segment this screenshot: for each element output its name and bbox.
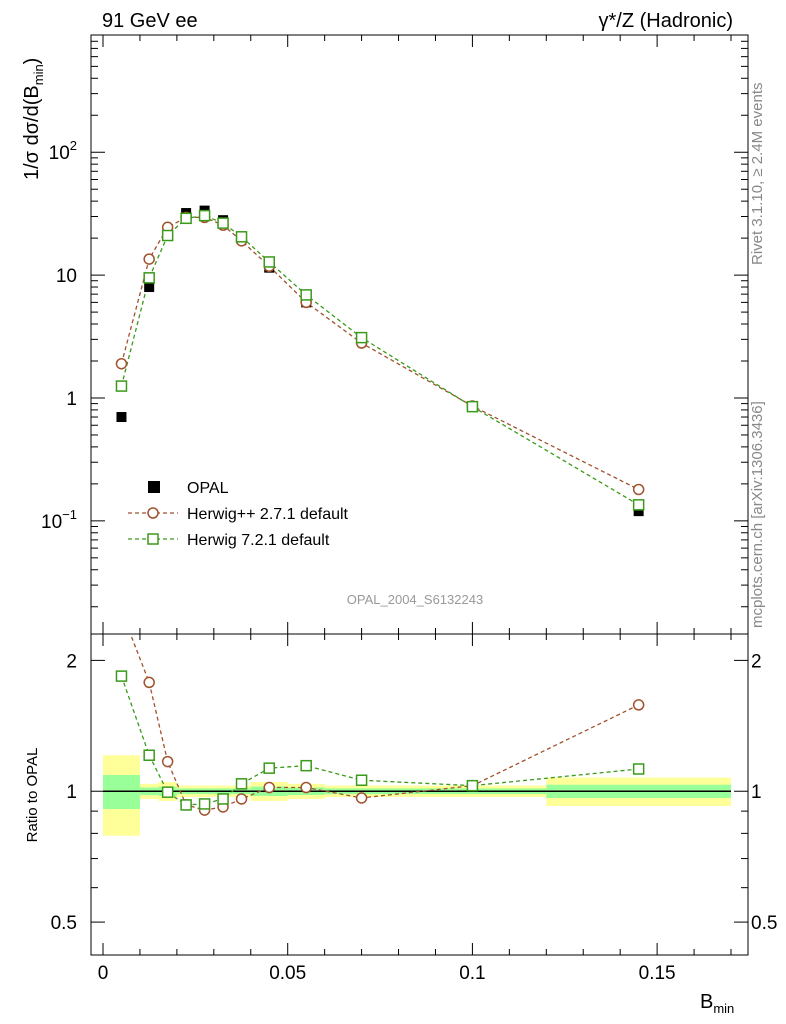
series-point-0 xyxy=(632,483,645,496)
legend-label-0: OPAL xyxy=(187,480,229,497)
data-point xyxy=(633,506,644,517)
x-tick-label: 0.15 xyxy=(639,963,676,984)
y-axis-label-close: ) xyxy=(21,58,43,65)
side-label-top: Rivet 3.1.10, ≥ 2.4M events xyxy=(749,83,766,266)
legend-marker-1 xyxy=(147,507,159,519)
series-point-1 xyxy=(466,400,479,413)
ratio-tick-label-left: 2 xyxy=(66,651,77,672)
x-tick-label: 0.05 xyxy=(269,963,306,984)
y-tick-label-base: 10 xyxy=(41,512,62,533)
title-right: γ*/Z (Hadronic) xyxy=(599,10,733,32)
y-tick-label: 10−1 xyxy=(41,507,77,533)
main-plot-area xyxy=(115,205,645,517)
y-tick-label-base: 10 xyxy=(49,143,70,164)
ratio-point-0 xyxy=(235,793,248,805)
y-axis-label-sub: min xyxy=(31,64,46,85)
ratio-band-inner xyxy=(103,774,140,810)
x-axis-label-main: B xyxy=(700,991,713,1013)
x-tick-label: 0.1 xyxy=(459,963,485,984)
series-point-1 xyxy=(161,229,174,242)
side-label-bottom: mcplots.cern.ch [arXiv:1306.3436] xyxy=(749,401,766,628)
series-point-1 xyxy=(235,231,248,243)
data-point xyxy=(144,282,155,293)
ratio-point-0 xyxy=(632,699,645,711)
ratio-point-0 xyxy=(161,755,174,768)
x-tick-label: 0 xyxy=(98,963,109,984)
series-point-1 xyxy=(180,212,192,225)
ratio-panel: 0 0.05 0.1 0.15 0.5 0.5 1 1 2 2 xyxy=(51,606,777,984)
series-point-1 xyxy=(143,272,155,284)
y-tick-label: 10 xyxy=(56,266,77,287)
ratio-line-0 xyxy=(129,634,639,811)
ratio-tick-label-right: 2 xyxy=(751,651,762,672)
ratio-tick-label-left: 0.5 xyxy=(51,913,77,934)
ratio-point-1 xyxy=(466,779,479,792)
series-line-1 xyxy=(120,214,639,506)
ratio-point-1 xyxy=(180,799,192,811)
ratio-point-1 xyxy=(217,793,229,805)
series-point-1 xyxy=(217,217,229,229)
legend: OPAL Herwig++ 2.7.1 default Herwig 7.2.1 d… xyxy=(128,480,349,549)
ratio-point-0 xyxy=(300,781,312,794)
y-tick-label: 102 xyxy=(49,138,77,164)
ratio-point-0 xyxy=(116,606,126,616)
series-point-1 xyxy=(198,209,211,222)
ratio-axis-label: Ratio to OPAL xyxy=(24,748,41,843)
ratio-point-0 xyxy=(143,676,155,689)
ratio-point-1 xyxy=(235,778,248,790)
ratio-point-1 xyxy=(355,774,368,786)
ratio-point-1 xyxy=(161,786,174,798)
ratio-point-0 xyxy=(355,792,368,804)
series-line-0 xyxy=(120,216,639,491)
ratio-tick-label-right: 0.5 xyxy=(751,913,777,934)
y-tick-label: 1 xyxy=(66,389,77,410)
series-point-1 xyxy=(632,499,645,511)
series-point-1 xyxy=(115,380,128,392)
series-point-1 xyxy=(263,256,275,268)
y-axis-label: 1/σ dσ/d(Bmin) xyxy=(21,58,46,180)
y-axis-label-main: 1/σ dσ/d(B xyxy=(21,85,43,180)
y-tick-label-exp: −1 xyxy=(62,507,77,522)
ratio-point-1 xyxy=(263,762,275,774)
ratio-line-1 xyxy=(120,675,639,806)
y-tick-label-exp: 2 xyxy=(70,138,77,153)
ratio-plot-area xyxy=(115,606,645,816)
title-left: 91 GeV ee xyxy=(102,10,198,32)
ratio-point-1 xyxy=(115,670,128,682)
legend-marker-0 xyxy=(148,481,160,493)
ratio-frame xyxy=(90,633,749,956)
ratio-tick-label-left: 1 xyxy=(66,782,77,803)
ratio-point-1 xyxy=(143,749,155,761)
ratio-point-1 xyxy=(300,759,312,772)
y-tick-label-base: 10 xyxy=(56,266,77,287)
legend-label-1: Herwig++ 2.7.1 default xyxy=(187,506,349,523)
ratio-point-0 xyxy=(263,781,275,794)
ratio-point-1 xyxy=(198,798,211,810)
series-point-0 xyxy=(143,253,155,265)
series-point-1 xyxy=(355,331,368,344)
series-point-1 xyxy=(300,289,312,301)
ratio-point-1 xyxy=(632,763,645,775)
series-point-0 xyxy=(115,357,128,370)
x-axis-label-sub: min xyxy=(713,1001,734,1016)
legend-marker-2 xyxy=(147,533,159,545)
data-point xyxy=(116,412,127,423)
ratio-tick-label-right: 1 xyxy=(751,782,762,803)
y-tick-label-base: 1 xyxy=(66,389,77,410)
analysis-label: OPAL_2004_S6132243 xyxy=(347,592,483,607)
x-axis-label: Bmin xyxy=(700,991,734,1016)
legend-label-2: Herwig 7.2.1 default xyxy=(187,532,330,549)
